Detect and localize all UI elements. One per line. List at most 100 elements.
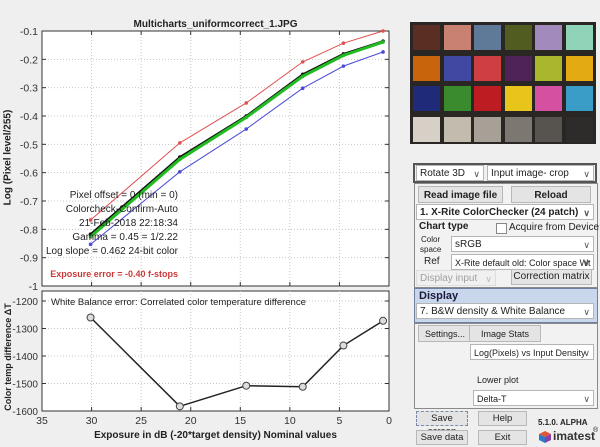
image-stats-button[interactable]: Image Stats	[469, 325, 541, 342]
input-image-select-value: Input image- crop	[491, 168, 569, 179]
chart-type-label: Chart type	[419, 221, 469, 232]
imatest-brand: imatest	[553, 429, 596, 443]
color-patch	[474, 55, 501, 81]
display-input-select-value: Display input	[420, 273, 478, 284]
reload-button[interactable]: Reload	[511, 186, 591, 203]
exit-button[interactable]: Exit	[478, 430, 527, 445]
color-space-select[interactable]: sRGB ∨	[451, 236, 594, 252]
color-patch	[413, 55, 440, 81]
color-patch	[413, 25, 440, 50]
svg-text:10: 10	[284, 415, 296, 427]
settings-button[interactable]: Settings...	[418, 325, 472, 342]
chevron-down-icon: ∨	[583, 307, 590, 317]
upper-plot-select[interactable]: Log(Pixels) vs Input Density ∨	[470, 344, 594, 360]
svg-text:-0.4: -0.4	[20, 111, 38, 123]
chart-select-value: 1. X-Rite ColorChecker (24 patch)	[420, 207, 579, 218]
color-patch	[443, 55, 471, 81]
color-patch	[443, 86, 471, 111]
color-patch	[504, 25, 532, 50]
color-patch	[535, 116, 562, 142]
color-space-select-value: sRGB	[455, 239, 482, 250]
color-patch	[535, 55, 562, 81]
save-data-button[interactable]: Save data	[416, 430, 468, 445]
annotation-log-slope: Log slope = 0.462 24-bit color	[45, 246, 178, 257]
color-patch	[474, 25, 501, 50]
rotate-select[interactable]: Rotate 3D ∨	[416, 165, 484, 181]
colorchecker-image[interactable]	[410, 22, 596, 144]
svg-text:15: 15	[234, 415, 246, 427]
color-patch	[413, 86, 440, 111]
svg-text:-1: -1	[29, 281, 38, 290]
color-patch	[474, 116, 501, 142]
bottom-chart: Color temp difference ΔT Exposure in dB …	[0, 290, 400, 447]
bottom-chart-title: White Balance error: Correlated color te…	[51, 297, 306, 308]
svg-text:-1400: -1400	[12, 352, 38, 363]
svg-text:30: 30	[86, 415, 98, 427]
chevron-down-icon: ∨	[583, 169, 590, 179]
svg-text:-0.3: -0.3	[20, 83, 38, 95]
read-image-file-button[interactable]: Read image file	[418, 186, 503, 203]
imatest-logo: imatest ®	[539, 427, 599, 445]
chevron-down-icon: ∨	[473, 169, 480, 179]
exposure-error: Exposure error = -0.40 f-stops	[50, 269, 178, 279]
svg-text:0: 0	[386, 415, 392, 427]
rotate-select-value: Rotate 3D	[420, 168, 466, 179]
svg-text:-0.5: -0.5	[20, 139, 38, 151]
svg-text:-1500: -1500	[12, 380, 38, 391]
svg-text:35: 35	[36, 415, 48, 427]
chevron-down-icon: ∨	[583, 394, 590, 404]
ref-label: Ref	[424, 256, 440, 267]
lower-plot-label: Lower plot	[477, 375, 519, 385]
imatest-logo-icon	[539, 431, 551, 443]
svg-text:-1600: -1600	[12, 407, 38, 418]
color-patch	[474, 86, 501, 111]
correction-matrix-button[interactable]: Correction matrix	[511, 269, 592, 285]
annotation-test-name: Colorcheck-Confirm-Auto	[65, 204, 178, 215]
color-patch	[504, 86, 532, 111]
svg-text:5: 5	[337, 415, 343, 427]
color-patch	[504, 116, 532, 142]
lower-plot-select-value: Delta-T	[477, 394, 507, 404]
upper-plot-select-value: Log(Pixels) vs Input Density	[474, 348, 586, 358]
color-patch	[504, 55, 532, 81]
color-patch	[443, 116, 471, 142]
chevron-down-icon: ∨	[485, 274, 492, 284]
ref-select-value: X-Rite default old: Color space Wt Pt	[455, 258, 594, 268]
color-patch	[443, 25, 471, 50]
svg-text:20: 20	[185, 415, 197, 427]
display-input-select[interactable]: Display input ∨	[416, 270, 496, 286]
annotation-gamma: Gamma = 0.45 = 1/2.22	[72, 232, 178, 243]
version-label: 5.1.0. ALPHA	[538, 418, 588, 427]
chevron-down-icon: ∨	[583, 240, 590, 250]
svg-text:-1300: -1300	[12, 325, 38, 336]
chevron-down-icon: ∨	[583, 258, 590, 268]
acquire-checkbox[interactable]	[496, 223, 507, 234]
color-space-label-1: Color	[421, 235, 441, 244]
top-chart-title: Multicharts_uniformcorrect_1.JPG	[133, 19, 298, 30]
help-button[interactable]: Help	[478, 411, 527, 426]
save-screen-button[interactable]: Save screen	[416, 411, 468, 437]
lower-plot-select[interactable]: Delta-T ∨	[473, 390, 594, 406]
annotation-pixel-offset: Pixel offset = 0 (min = 0)	[69, 190, 178, 201]
svg-text:-0.7: -0.7	[20, 196, 38, 208]
chart-select[interactable]: 1. X-Rite ColorChecker (24 patch) ∨	[416, 204, 594, 220]
svg-text:-0.9: -0.9	[20, 253, 38, 265]
color-patch	[565, 25, 593, 50]
display-select[interactable]: 7. B&W density & White Balance ∨	[416, 303, 594, 319]
annotation-timestamp: 21-Feb-2018 22:18:34	[79, 218, 178, 229]
ref-select[interactable]: X-Rite default old: Color space Wt Pt ∨	[451, 254, 594, 270]
chevron-down-icon: ∨	[583, 208, 590, 218]
color-patch	[565, 116, 593, 142]
color-space-label-2: space	[420, 245, 442, 254]
svg-text:-0.8: -0.8	[20, 224, 38, 236]
svg-text:-1200: -1200	[12, 297, 38, 308]
color-patch	[535, 25, 562, 50]
svg-text:25: 25	[135, 415, 147, 427]
acquire-label: Acquire from Device	[509, 222, 600, 233]
display-select-value: 7. B&W density & White Balance	[420, 306, 566, 317]
input-image-select[interactable]: Input image- crop ∨	[487, 165, 594, 181]
color-patch	[413, 116, 440, 142]
svg-text:-0.6: -0.6	[20, 168, 38, 180]
top-chart-plot: -0.1 -0.2 -0.3 -0.4 -0.5 -0.6 -0.7 -0.8 -0.9 -1	[20, 26, 390, 290]
